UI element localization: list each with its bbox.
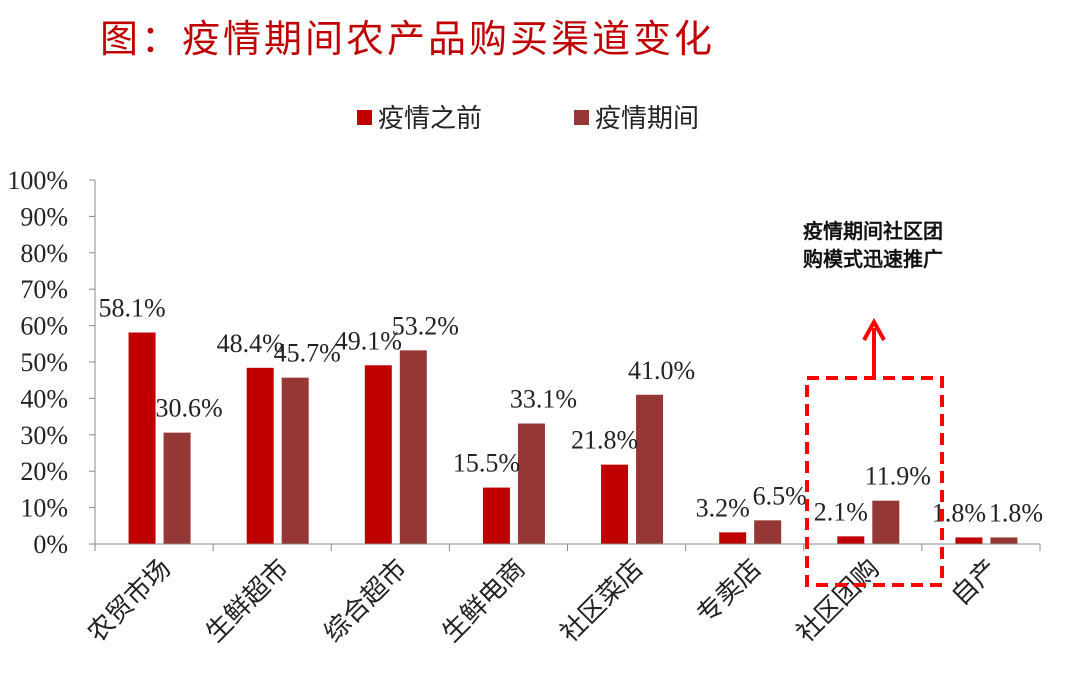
data-label: 41.0% xyxy=(628,356,695,385)
y-tick-label: 30% xyxy=(20,421,68,450)
data-label: 48.4% xyxy=(217,329,284,358)
bar-during xyxy=(517,423,545,544)
x-tick-label: 综合超市 xyxy=(318,554,413,649)
bar-before xyxy=(837,536,865,544)
y-axis: 0% 10% 20% 30% 40% 50% 60% 70% 80% 90% 100% xyxy=(7,166,96,559)
y-tick-label: 0% xyxy=(33,530,68,559)
bar-during xyxy=(872,500,900,544)
data-label: 1.8% xyxy=(932,498,986,527)
bar-during xyxy=(281,377,309,544)
data-label: 6.5% xyxy=(753,481,807,510)
y-tick-label: 20% xyxy=(20,457,68,486)
annotation-line-2: 购模式迅速推广 xyxy=(803,247,943,271)
bar-before xyxy=(719,532,747,544)
data-label: 45.7% xyxy=(274,339,341,368)
bar-before xyxy=(128,332,156,544)
data-label: 49.1% xyxy=(335,326,402,355)
bar-during xyxy=(399,350,427,544)
data-label: 58.1% xyxy=(98,294,165,323)
x-tick-label: 自产 xyxy=(946,554,1004,612)
bar-before xyxy=(601,464,629,544)
legend: 疫情之前 疫情期间 xyxy=(357,104,699,134)
y-tick-label: 90% xyxy=(20,202,68,231)
data-label: 53.2% xyxy=(392,311,459,340)
y-tick-label: 10% xyxy=(20,494,68,523)
x-tick-label: 社区菜店 xyxy=(555,554,650,649)
legend-label-1: 疫情期间 xyxy=(595,104,699,134)
data-label: 15.5% xyxy=(453,449,520,478)
y-tick-label: 100% xyxy=(7,166,68,195)
bar-during xyxy=(990,537,1018,544)
legend-swatch-0 xyxy=(357,110,372,125)
y-tick-label: 50% xyxy=(20,348,68,377)
bar-during xyxy=(754,520,782,544)
data-label: 1.8% xyxy=(989,498,1043,527)
data-label: 21.8% xyxy=(571,426,638,455)
y-tick-label: 80% xyxy=(20,239,68,268)
bar-during xyxy=(636,394,664,544)
x-tick-label: 专卖店 xyxy=(691,554,767,630)
bar-before xyxy=(246,367,274,544)
bar-before xyxy=(955,537,983,544)
data-labels: 58.1% 30.6% 48.4%45.7%49.1%53.2% 15.5% 33.1%… xyxy=(98,294,1043,528)
y-tick-label: 70% xyxy=(20,275,68,304)
bar-before xyxy=(364,365,392,544)
chart-title: 图：疫情期间农产品购买渠道变化 xyxy=(100,17,715,61)
x-tick-label: 生鲜超市 xyxy=(200,554,295,649)
bars xyxy=(128,332,1018,544)
data-label: 33.1% xyxy=(510,385,577,414)
legend-swatch-1 xyxy=(574,110,589,125)
x-tick-label: 生鲜电商 xyxy=(437,554,532,649)
data-label: 2.1% xyxy=(814,497,868,526)
bar-during xyxy=(163,432,191,544)
x-axis: 农贸市场 生鲜超市 综合超市 生鲜电商 社区菜店 专卖店 社区团购 自产 xyxy=(82,543,1041,649)
annotation-arrow-head xyxy=(862,317,886,341)
annotation: 疫情期间社区团 购模式迅速推广 xyxy=(803,219,944,587)
data-label: 11.9% xyxy=(865,462,931,491)
legend-label-0: 疫情之前 xyxy=(378,104,482,134)
y-tick-label: 60% xyxy=(20,312,68,341)
x-tick-label: 农贸市场 xyxy=(82,554,177,649)
data-label: 3.2% xyxy=(696,493,750,522)
data-label: 30.6% xyxy=(155,394,222,423)
annotation-line-1: 疫情期间社区团 xyxy=(803,219,943,243)
y-tick-label: 40% xyxy=(20,384,68,413)
bar-before xyxy=(482,487,510,544)
